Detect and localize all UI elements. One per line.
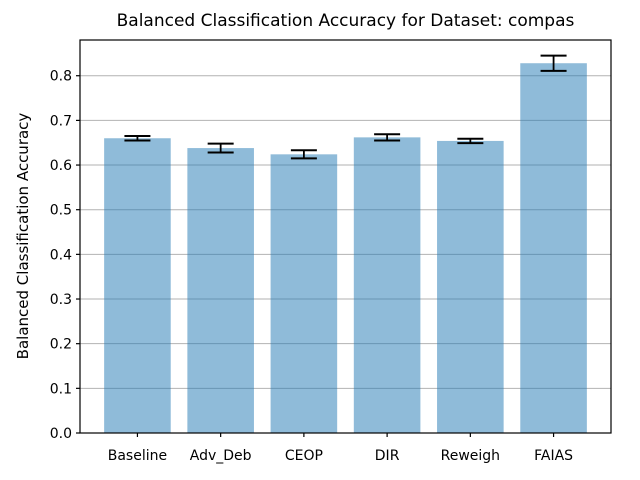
bar-FAIAS [520, 63, 587, 433]
error-bar-Reweigh [457, 137, 484, 145]
bar-Baseline [104, 138, 171, 433]
x-tick-label: Adv_Deb [190, 448, 252, 464]
bar-Reweigh [437, 140, 504, 433]
x-tick-label: CEOP [285, 448, 323, 464]
y-tick-label: 0.6 [50, 158, 72, 174]
error-bar-DIR [374, 133, 401, 142]
tick-layer: 0.0 0.1 0.2 0.3 0.4 0.5 0.6 0.7 0.8 Baseline Adv_D… [50, 69, 573, 464]
x-tick-label: Baseline [108, 448, 167, 464]
error-bar-Baseline [124, 135, 151, 142]
bar-DIR [353, 137, 421, 434]
error-bar-Adv_Deb [207, 142, 234, 154]
y-tick-label: 0.0 [50, 426, 72, 442]
x-tick-label: DIR [375, 448, 400, 464]
chart-title: Balanced Classification Accuracy for Dat… [116, 11, 575, 31]
axes-box [79, 39, 612, 434]
y-tick-label: 0.2 [50, 337, 72, 353]
error-bar-FAIAS [540, 54, 567, 72]
y-tick-label: 0.5 [50, 203, 72, 219]
y-tick-label: 0.4 [50, 247, 72, 263]
y-tick-label: 0.1 [50, 381, 72, 397]
x-tick-label: FAIAS [534, 448, 573, 464]
y-tick-label: 0.7 [50, 113, 72, 129]
bar-layer [104, 63, 587, 434]
error-bar-CEOP [290, 149, 317, 160]
bar-CEOP [270, 154, 338, 433]
y-tick-label: 0.8 [50, 69, 72, 85]
axes-spines [79, 39, 612, 434]
x-tick-label: Reweigh [441, 448, 500, 464]
error-bar-layer [124, 54, 567, 160]
bar-Adv_Deb [187, 148, 254, 433]
y-tick-label: 0.3 [50, 292, 72, 308]
